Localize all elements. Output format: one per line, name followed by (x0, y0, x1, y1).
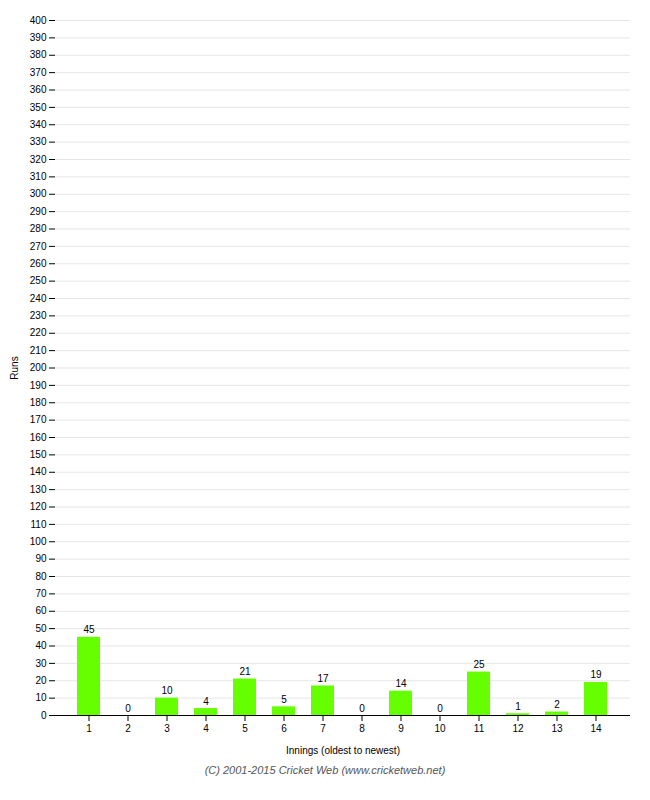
svg-text:Innings (oldest to newest): Innings (oldest to newest) (286, 745, 400, 756)
svg-text:0: 0 (125, 703, 131, 714)
svg-text:320: 320 (30, 154, 47, 165)
svg-text:390: 390 (30, 32, 47, 43)
svg-text:5: 5 (281, 694, 287, 705)
svg-text:400: 400 (30, 15, 47, 26)
svg-text:19: 19 (590, 669, 602, 680)
svg-text:240: 240 (30, 293, 47, 304)
svg-text:160: 160 (30, 432, 47, 443)
svg-text:120: 120 (30, 501, 47, 512)
svg-text:10: 10 (434, 723, 446, 734)
svg-text:1: 1 (515, 701, 521, 712)
svg-text:130: 130 (30, 484, 47, 495)
svg-text:260: 260 (30, 258, 47, 269)
svg-text:0: 0 (437, 703, 443, 714)
svg-text:2: 2 (125, 723, 131, 734)
svg-text:340: 340 (30, 119, 47, 130)
svg-text:12: 12 (512, 723, 524, 734)
svg-text:2: 2 (554, 699, 560, 710)
svg-text:14: 14 (590, 723, 602, 734)
svg-text:10: 10 (35, 692, 47, 703)
svg-text:280: 280 (30, 223, 47, 234)
svg-text:360: 360 (30, 84, 47, 95)
svg-text:70: 70 (35, 588, 47, 599)
svg-text:270: 270 (30, 241, 47, 252)
svg-text:30: 30 (35, 658, 47, 669)
svg-text:110: 110 (31, 519, 47, 530)
svg-text:60: 60 (35, 605, 47, 616)
svg-text:45: 45 (83, 624, 95, 635)
svg-text:9: 9 (398, 723, 404, 734)
svg-text:4: 4 (203, 696, 209, 707)
svg-text:310: 310 (30, 171, 47, 182)
svg-text:200: 200 (30, 362, 47, 373)
svg-text:10: 10 (161, 685, 173, 696)
svg-text:290: 290 (30, 206, 47, 217)
svg-text:300: 300 (30, 188, 47, 199)
svg-text:8: 8 (359, 723, 365, 734)
svg-text:140: 140 (30, 466, 47, 477)
svg-text:13: 13 (551, 723, 563, 734)
svg-text:80: 80 (35, 571, 47, 582)
svg-text:5: 5 (242, 723, 248, 734)
svg-text:190: 190 (30, 380, 47, 391)
svg-text:14: 14 (395, 678, 407, 689)
svg-text:Runs: Runs (9, 356, 20, 379)
svg-text:21: 21 (239, 666, 251, 677)
svg-text:350: 350 (30, 102, 47, 113)
svg-text:90: 90 (35, 553, 47, 564)
svg-text:40: 40 (35, 640, 47, 651)
svg-text:220: 220 (30, 327, 47, 338)
svg-text:17: 17 (317, 673, 329, 684)
svg-text:1: 1 (86, 723, 92, 734)
svg-text:370: 370 (30, 67, 47, 78)
svg-text:0: 0 (41, 710, 47, 721)
svg-text:7: 7 (320, 723, 326, 734)
svg-text:11: 11 (474, 723, 485, 734)
svg-text:0: 0 (359, 703, 365, 714)
svg-text:3: 3 (164, 723, 170, 734)
svg-text:50: 50 (35, 623, 47, 634)
svg-text:20: 20 (35, 675, 47, 686)
svg-text:210: 210 (30, 345, 47, 356)
svg-text:180: 180 (30, 397, 47, 408)
svg-text:4: 4 (203, 723, 209, 734)
svg-text:380: 380 (30, 49, 47, 60)
svg-text:250: 250 (30, 275, 47, 286)
svg-text:170: 170 (30, 414, 47, 425)
svg-text:25: 25 (473, 659, 485, 670)
svg-text:6: 6 (281, 723, 287, 734)
svg-text:150: 150 (30, 449, 47, 460)
svg-text:230: 230 (30, 310, 47, 321)
svg-text:100: 100 (30, 536, 47, 547)
html-text:(C) 2001-2015 Cricket Web (www: (C) 2001-2015 Cricket Web (www.cricketwe… (204, 764, 446, 776)
svg-text:330: 330 (30, 136, 47, 147)
